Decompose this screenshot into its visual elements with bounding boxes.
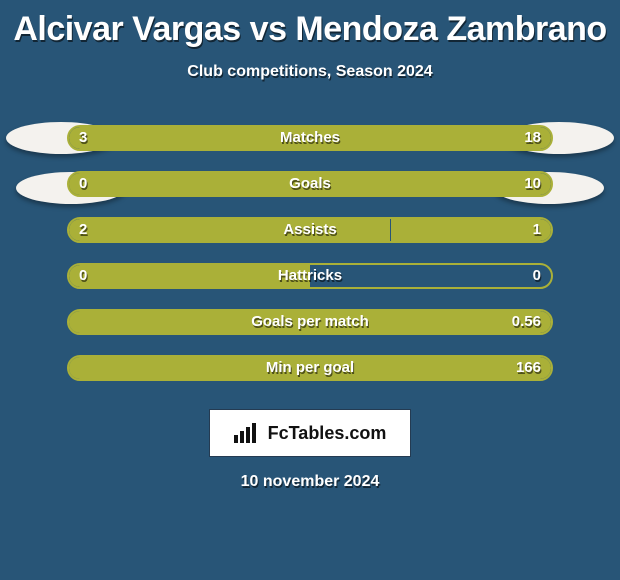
stat-bar-right [69,357,551,379]
stat-bar: Min per goal 166 [67,355,553,381]
stat-bar-right [69,311,551,333]
stat-bar-right [138,127,551,149]
stat-row: 2 Assists 1 [67,207,553,253]
stat-value-right: 0 [533,265,541,287]
stat-bar-left [69,127,138,149]
stat-row: Min per goal 166 [67,345,553,391]
source-logo-text: FcTables.com [268,423,387,444]
stats-block: 3 Matches 18 0 Goals 10 2 Assists 1 [67,115,553,391]
stat-bar-left [69,265,310,287]
date-label: 10 november 2024 [0,473,620,491]
stat-row: 0 Goals 10 [67,161,553,207]
stat-row: Goals per match 0.56 [67,299,553,345]
stat-row: 0 Hattricks 0 [67,253,553,299]
chart-icon [234,423,262,443]
stat-bar-right [69,173,551,195]
stat-bar: 3 Matches 18 [67,125,553,151]
stat-bar: Goals per match 0.56 [67,309,553,335]
source-logo: FcTables.com [209,409,411,457]
stat-bar-right [391,219,552,241]
stat-bar-left [69,219,390,241]
stat-bar: 0 Hattricks 0 [67,263,553,289]
comparison-card: Alcivar Vargas vs Mendoza Zambrano Club … [0,0,620,580]
stat-row: 3 Matches 18 [67,115,553,161]
subtitle: Club competitions, Season 2024 [0,63,620,81]
stat-bar: 0 Goals 10 [67,171,553,197]
page-title: Alcivar Vargas vs Mendoza Zambrano [0,0,620,49]
stat-bar: 2 Assists 1 [67,217,553,243]
